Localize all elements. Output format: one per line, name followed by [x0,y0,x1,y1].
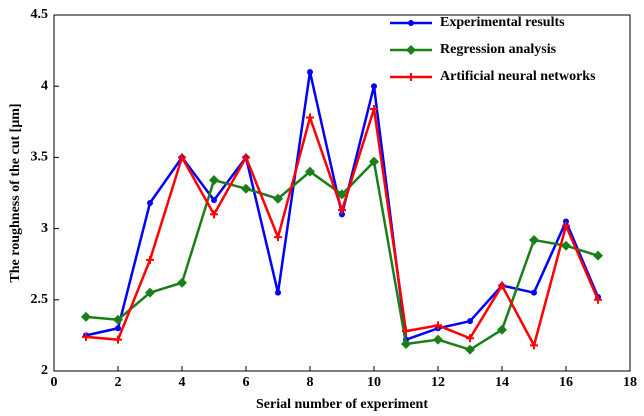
y-tick-label: 2 [41,363,48,378]
x-tick-label: 2 [115,375,122,390]
marker [467,318,473,325]
marker [241,183,251,194]
x-tick-label: 14 [495,375,509,390]
legend-marker [407,73,415,81]
legend-label: Experimental results [440,15,565,30]
marker [273,193,283,204]
marker [114,335,122,344]
marker [210,210,218,219]
marker [529,234,539,245]
marker [562,221,570,230]
marker [305,166,315,177]
marker [113,314,123,325]
marker [306,113,314,122]
x-tick-label: 6 [243,375,250,390]
marker [593,250,603,261]
marker [147,199,153,206]
marker [465,344,475,355]
marker [530,341,538,350]
y-tick-label: 3.5 [31,150,49,165]
marker [178,153,186,162]
y-tick-label: 4.5 [31,7,49,22]
marker [563,218,569,225]
marker [561,240,571,251]
marker [338,206,346,215]
marker [146,255,154,264]
marker [115,325,121,332]
marker [498,281,506,290]
marker [337,189,347,200]
marker [177,277,187,288]
marker [466,334,474,343]
marker [274,233,282,242]
marker [242,153,250,162]
marker [369,156,379,167]
series-line [85,71,600,342]
x-tick-label: 10 [367,375,381,390]
y-tick-label: 3 [41,221,48,236]
marker [82,332,90,341]
marker [209,175,219,186]
marker [371,83,377,90]
marker [339,211,345,218]
series-line [85,108,600,349]
plot-frame [53,14,631,372]
x-tick-label: 18 [623,375,637,390]
marker [81,311,91,322]
marker [497,324,507,335]
y-tick-label: 4 [41,78,48,93]
marker [307,68,313,75]
marker [370,104,378,113]
legend-marker [408,20,414,26]
x-axis-label: Serial number of experiment [256,397,428,412]
y-tick-label: 2.5 [31,292,49,307]
y-axis-label: The roughness of the cut [μm] [8,103,23,282]
legend-label: Regression analysis [440,42,557,57]
marker [433,334,443,345]
marker [531,289,537,296]
marker [145,287,155,298]
legend-label: Artificial neural networks [440,69,596,84]
marker [402,327,410,336]
marker [594,295,602,304]
marker [401,338,411,349]
x-tick-label: 12 [431,375,445,390]
x-tick-label: 0 [51,375,58,390]
x-tick-label: 4 [179,375,186,390]
legend-marker [406,45,416,55]
marker [275,289,281,296]
x-tick-label: 16 [559,375,573,390]
marker [434,321,442,330]
x-tick-label: 8 [307,375,314,390]
marker [211,197,217,204]
